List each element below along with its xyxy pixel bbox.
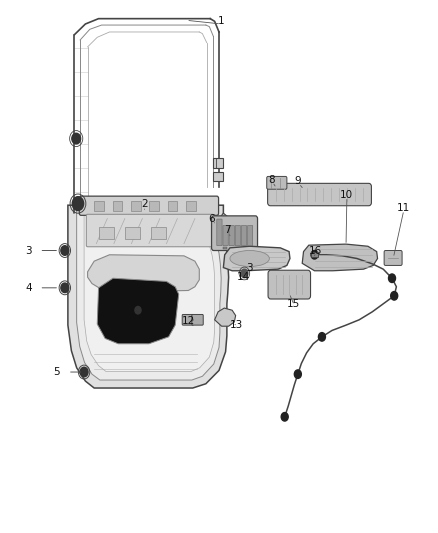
FancyBboxPatch shape [217, 219, 222, 246]
Text: 16: 16 [309, 246, 322, 255]
Bar [151, 227, 166, 239]
Text: 11: 11 [396, 203, 410, 213]
Polygon shape [97, 278, 179, 344]
Bar [168, 201, 177, 211]
Text: 10: 10 [339, 190, 353, 199]
Polygon shape [212, 213, 230, 230]
Polygon shape [68, 205, 229, 388]
FancyBboxPatch shape [235, 225, 240, 246]
Circle shape [61, 283, 69, 293]
Text: 3: 3 [246, 263, 253, 272]
Circle shape [72, 133, 81, 144]
FancyBboxPatch shape [268, 183, 371, 206]
Circle shape [72, 197, 84, 211]
Polygon shape [223, 246, 290, 271]
FancyBboxPatch shape [223, 225, 228, 246]
Text: 3: 3 [25, 246, 32, 255]
Polygon shape [84, 209, 215, 372]
FancyBboxPatch shape [384, 251, 402, 265]
Text: 12: 12 [182, 316, 195, 326]
Bar [99, 227, 114, 239]
Text: 13: 13 [230, 320, 243, 330]
Text: 9: 9 [294, 176, 301, 186]
Circle shape [318, 333, 325, 341]
Bar [311, 252, 318, 257]
Polygon shape [215, 308, 236, 326]
Circle shape [281, 413, 288, 421]
Bar [94, 201, 104, 211]
Bar [186, 201, 196, 211]
Bar [131, 201, 141, 211]
Bar [113, 201, 122, 211]
FancyBboxPatch shape [192, 314, 203, 325]
Bar [213, 172, 223, 181]
Circle shape [61, 246, 69, 255]
Polygon shape [77, 208, 221, 380]
FancyBboxPatch shape [267, 176, 287, 189]
Circle shape [294, 370, 301, 378]
FancyBboxPatch shape [241, 225, 247, 246]
Bar [149, 201, 159, 211]
Polygon shape [302, 244, 378, 271]
Bar [213, 158, 223, 168]
Text: 15: 15 [287, 299, 300, 309]
Circle shape [80, 367, 88, 377]
Text: 1: 1 [218, 17, 225, 26]
Bar [223, 247, 227, 249]
FancyBboxPatch shape [79, 196, 219, 215]
Text: 4: 4 [25, 283, 32, 293]
Circle shape [135, 306, 141, 314]
Circle shape [391, 292, 398, 300]
FancyBboxPatch shape [86, 214, 214, 247]
Circle shape [389, 274, 396, 282]
FancyBboxPatch shape [182, 314, 194, 325]
Circle shape [311, 251, 318, 259]
Polygon shape [88, 255, 199, 292]
FancyBboxPatch shape [212, 216, 258, 251]
Text: 5: 5 [53, 367, 60, 377]
FancyBboxPatch shape [229, 225, 234, 246]
Text: 6: 6 [208, 214, 215, 223]
Text: 14: 14 [237, 272, 250, 282]
Bar [125, 227, 140, 239]
FancyBboxPatch shape [268, 270, 311, 299]
Circle shape [241, 269, 248, 278]
Ellipse shape [230, 251, 269, 266]
FancyBboxPatch shape [247, 225, 253, 246]
Text: 2: 2 [141, 199, 148, 208]
Text: 7: 7 [224, 225, 231, 235]
Text: 8: 8 [268, 175, 275, 184]
